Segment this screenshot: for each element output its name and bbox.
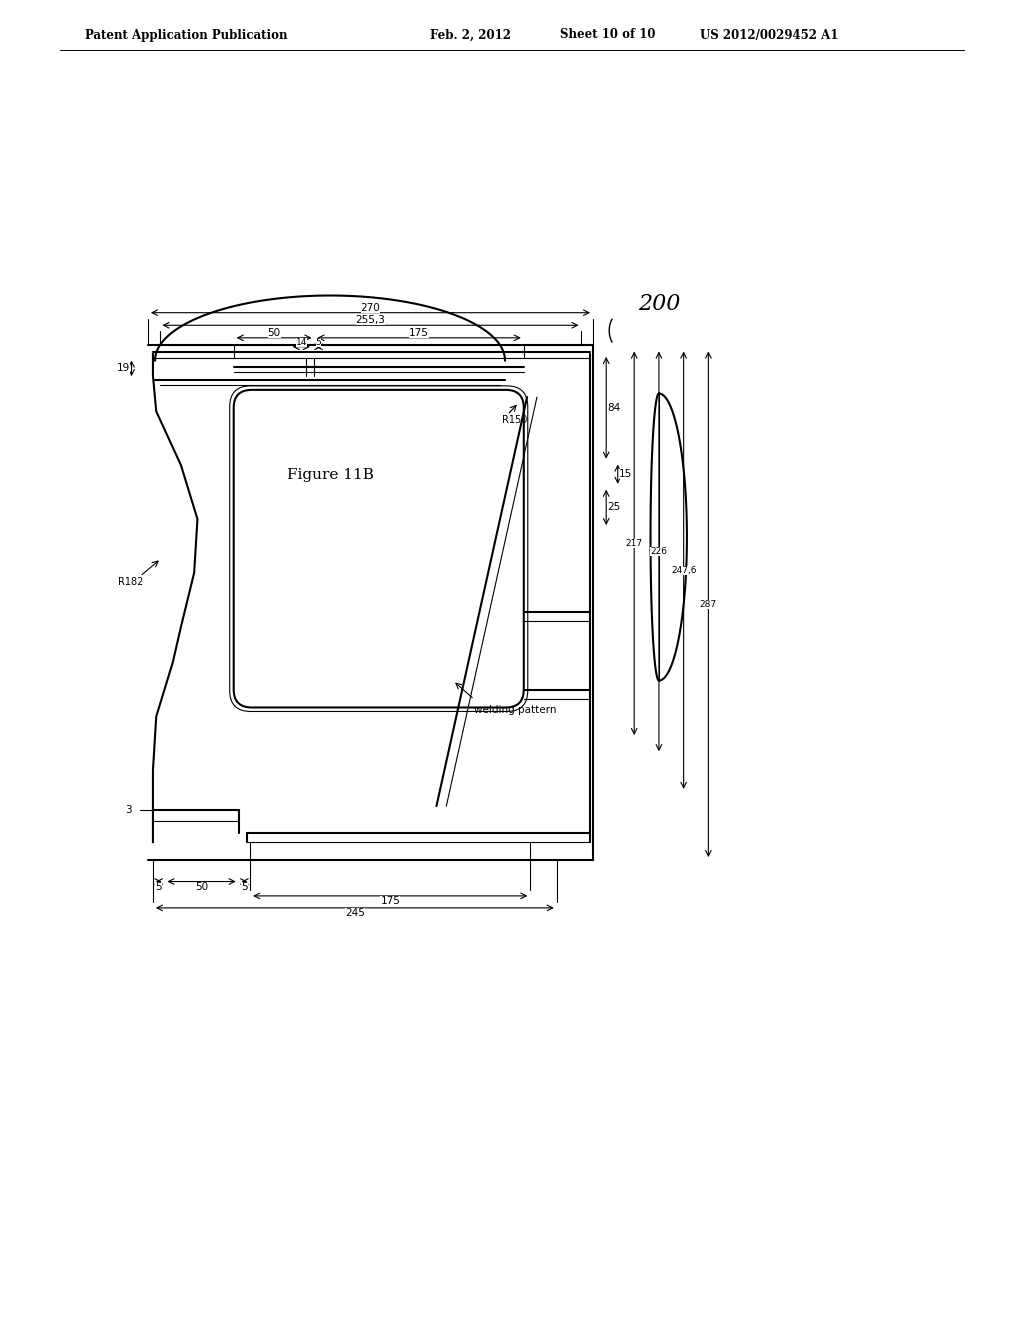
Text: 217: 217 [626, 539, 643, 548]
Text: 50: 50 [267, 327, 281, 338]
Text: 19: 19 [117, 363, 130, 374]
Text: 245: 245 [345, 908, 365, 917]
Text: welding pattern: welding pattern [474, 705, 557, 714]
Text: Patent Application Publication: Patent Application Publication [85, 29, 288, 41]
Text: 287: 287 [699, 599, 717, 609]
Text: 25: 25 [607, 503, 621, 512]
Text: 175: 175 [380, 896, 400, 906]
Text: 5: 5 [156, 882, 162, 891]
Text: 247,6: 247,6 [671, 566, 696, 574]
Text: 15: 15 [620, 469, 633, 479]
Text: 226: 226 [650, 546, 668, 556]
Text: Sheet 10 of 10: Sheet 10 of 10 [560, 29, 655, 41]
Text: R150: R150 [503, 416, 527, 425]
Text: 200: 200 [638, 293, 680, 314]
Text: 84: 84 [607, 403, 621, 413]
Text: 5: 5 [315, 338, 322, 347]
Text: 255,3: 255,3 [355, 315, 385, 325]
Text: US 2012/0029452 A1: US 2012/0029452 A1 [700, 29, 839, 41]
Text: 3: 3 [125, 805, 131, 814]
Text: Feb. 2, 2012: Feb. 2, 2012 [430, 29, 511, 41]
Text: 270: 270 [360, 302, 380, 313]
Text: Figure 11B: Figure 11B [287, 469, 374, 482]
Text: R182: R182 [119, 577, 143, 587]
Text: 14: 14 [296, 338, 307, 347]
Text: 175: 175 [410, 327, 429, 338]
Text: 5: 5 [241, 882, 248, 891]
Text: 50: 50 [195, 882, 208, 891]
